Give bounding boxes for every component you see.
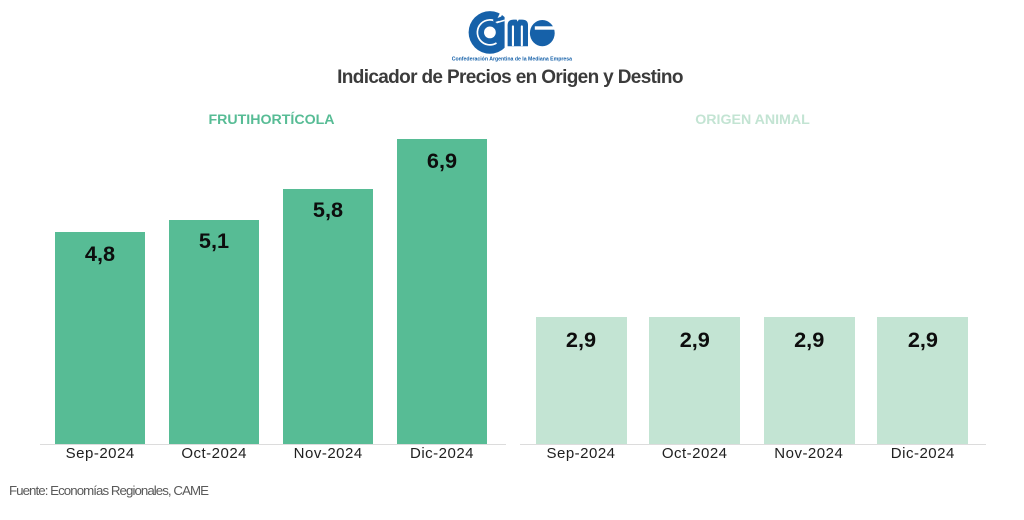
svg-text:Confederación Argentina de la: Confederación Argentina de la Mediana Em…: [452, 57, 573, 63]
